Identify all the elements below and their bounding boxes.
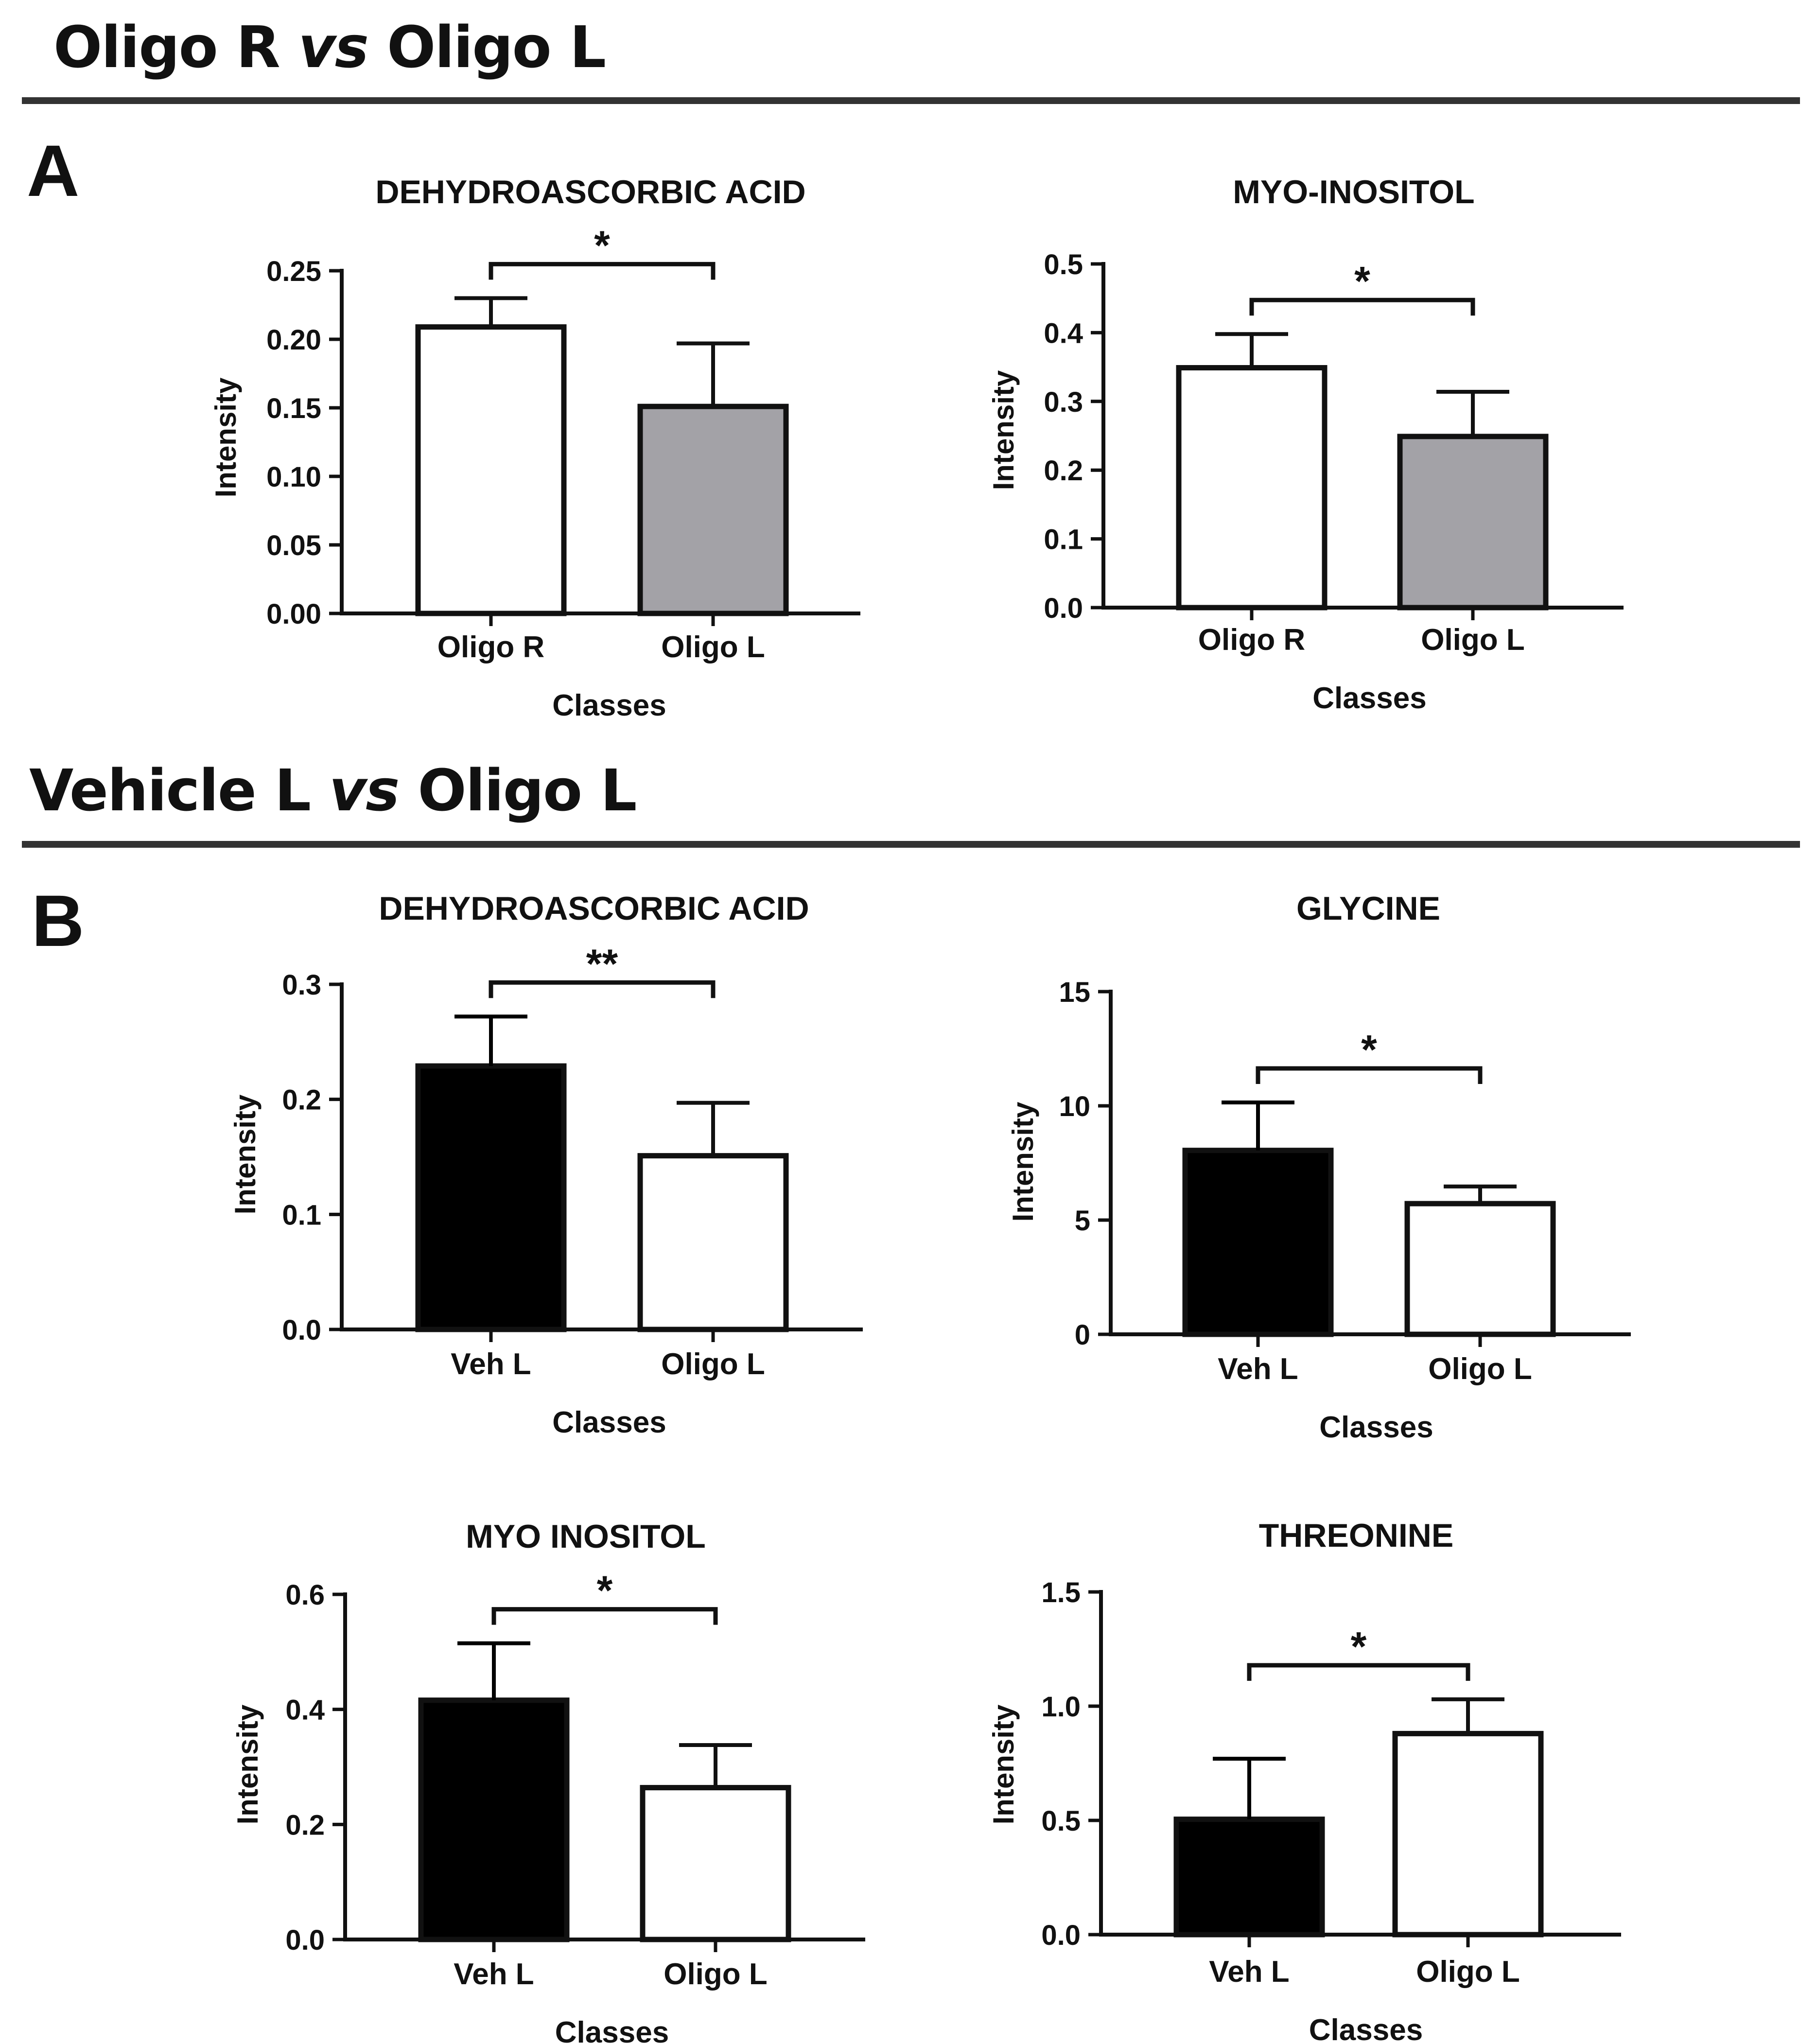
chart-title: DEHYDROASCORBIC ACID	[379, 890, 809, 927]
significance-marker: *	[594, 222, 610, 268]
bar	[1392, 1730, 1544, 1938]
y-tick-label: 0.4	[1044, 317, 1083, 349]
significance-marker: *	[597, 1568, 613, 1613]
chart-title: MYO INOSITOL	[466, 1518, 706, 1555]
x-axis-label: Classes	[1319, 1411, 1433, 1444]
section-divider-a	[22, 97, 1800, 104]
x-axis-label: Classes	[1312, 681, 1426, 715]
bar	[637, 1153, 789, 1332]
section-title-b-vs: vs	[329, 757, 400, 824]
chart-title: MYO-INOSITOL	[1233, 174, 1474, 210]
x-axis-label: Classes	[555, 2016, 669, 2044]
x-tick-label: Oligo L	[661, 1347, 765, 1381]
y-tick-label: 0.4	[285, 1695, 325, 1726]
y-tick-label: 0	[1075, 1319, 1090, 1351]
x-tick-label: Veh L	[1218, 1352, 1298, 1386]
section-title-a-vs: vs	[298, 14, 369, 81]
significance-marker: *	[1351, 1624, 1367, 1669]
x-axis-label: Classes	[552, 1406, 666, 1439]
significance-marker: *	[1354, 258, 1370, 304]
x-tick-label: Oligo R	[437, 630, 544, 664]
bar	[415, 324, 567, 616]
y-axis-label: Intensity	[231, 1704, 264, 1824]
x-tick-label: Oligo L	[661, 630, 765, 664]
y-tick-label: 0.25	[266, 256, 321, 287]
bar	[1173, 1817, 1325, 1938]
chart-title: GLYCINE	[1296, 890, 1440, 927]
significance-marker: *	[1361, 1027, 1377, 1072]
y-tick-label: 0.3	[282, 969, 321, 1001]
bar	[640, 1785, 791, 1942]
bar	[418, 1697, 570, 1942]
chart-title: DEHYDROASCORBIC ACID	[375, 174, 805, 210]
y-axis-label: Intensity	[987, 370, 1020, 490]
y-tick-label: 0.1	[282, 1199, 321, 1231]
bar	[1397, 434, 1549, 611]
x-tick-label: Veh L	[451, 1347, 531, 1381]
y-tick-label: 0.6	[285, 1579, 325, 1611]
y-tick-label: 5	[1075, 1205, 1090, 1237]
section-divider-b	[22, 841, 1800, 848]
y-tick-label: 0.0	[282, 1314, 321, 1346]
y-tick-label: 0.5	[1041, 1805, 1081, 1837]
y-tick-label: 0.5	[1044, 249, 1083, 280]
y-tick-label: 0.0	[1041, 1920, 1081, 1951]
y-tick-label: 0.10	[266, 461, 321, 493]
y-tick-label: 10	[1059, 1091, 1090, 1122]
significance-bracket	[1249, 297, 1475, 316]
section-title-b-prefix: Vehicle L	[29, 757, 330, 824]
y-tick-label: 0.2	[282, 1084, 321, 1116]
x-tick-label: Oligo R	[1198, 623, 1305, 657]
section-title-b: Vehicle L vs Oligo L	[29, 757, 637, 824]
y-tick-label: 15	[1059, 977, 1090, 1008]
x-tick-label: Oligo L	[1416, 1955, 1520, 1989]
significance-bracket	[1247, 1663, 1470, 1681]
y-tick-label: 0.2	[285, 1809, 325, 1841]
section-title-a-prefix: Oligo R	[53, 14, 298, 81]
section-title-a: Oligo R vs Oligo L	[53, 14, 606, 81]
x-tick-label: Oligo L	[664, 1957, 768, 1991]
y-tick-label: 0.05	[266, 530, 321, 561]
x-tick-label: Veh L	[1209, 1955, 1289, 1989]
y-tick-label: 0.00	[266, 598, 321, 630]
section-title-b-suffix: Oligo L	[399, 757, 637, 824]
panel-letter-a: A	[27, 130, 80, 211]
y-tick-label: 0.15	[266, 393, 321, 424]
y-tick-label: 0.0	[285, 1924, 325, 1956]
x-tick-label: Oligo L	[1421, 623, 1525, 657]
bar	[1176, 365, 1328, 611]
section-title-a-suffix: Oligo L	[367, 14, 606, 81]
y-tick-label: 0.2	[1044, 455, 1083, 487]
y-tick-label: 1.0	[1041, 1691, 1081, 1723]
y-tick-label: 0.0	[1044, 593, 1083, 624]
panel-letter-b: B	[32, 880, 85, 961]
bar	[1182, 1148, 1334, 1337]
x-tick-label: Oligo L	[1428, 1352, 1532, 1386]
y-axis-label: Intensity	[987, 1704, 1020, 1824]
y-axis-label: Intensity	[1007, 1101, 1039, 1222]
significance-bracket	[491, 1607, 718, 1625]
significance-bracket	[489, 980, 716, 998]
x-tick-label: Veh L	[454, 1957, 534, 1991]
bar	[637, 403, 789, 616]
y-tick-label: 0.1	[1044, 524, 1083, 556]
significance-bracket	[1256, 1066, 1483, 1084]
significance-bracket	[489, 262, 716, 280]
y-tick-label: 0.20	[266, 324, 321, 356]
bar	[415, 1063, 567, 1332]
bar	[1404, 1201, 1556, 1337]
y-tick-label: 1.5	[1041, 1577, 1081, 1608]
significance-marker: **	[586, 941, 618, 986]
y-tick-label: 0.3	[1044, 386, 1083, 418]
y-axis-label: Intensity	[210, 377, 242, 497]
y-axis-label: Intensity	[229, 1094, 262, 1214]
x-axis-label: Classes	[552, 689, 666, 722]
chart-title: THREONINE	[1259, 1517, 1453, 1554]
x-axis-label: Classes	[1309, 2013, 1423, 2044]
